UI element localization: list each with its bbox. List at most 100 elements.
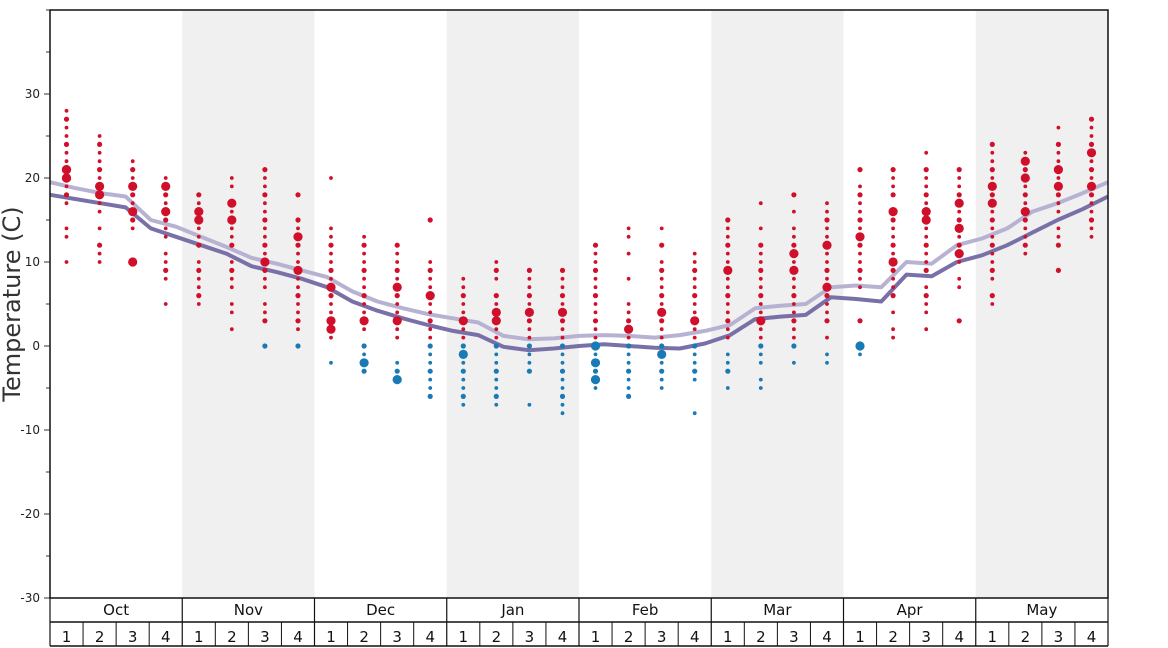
observation-dot [725,327,730,332]
observation-dot [163,302,168,306]
observation-dot [63,116,70,122]
observation-dot [924,201,929,206]
y-axis-title: Temperature (C) [0,206,26,402]
observation-dot [296,302,300,306]
observation-dot [295,217,301,223]
month-label-May: May [1026,601,1057,619]
observation-dot [428,335,433,340]
observation-dot [229,302,234,306]
observation-dot [957,184,962,189]
observation-dot [990,209,995,214]
observation-dot [97,260,102,264]
observation-dot [263,251,267,256]
observation-dot [260,257,270,267]
observation-dot [329,360,333,365]
observation-dot [163,201,168,206]
observation-dot [791,242,797,248]
observation-dot [493,393,499,399]
observation-dot [97,201,102,206]
observation-dot [64,234,69,239]
observation-dot [491,307,501,317]
observation-dot [527,276,532,281]
observation-dot [989,192,995,198]
y-axis: -30 -20 -10 0 10 20 30 [20,9,50,605]
week-label: 1 [988,628,998,646]
week-label: 4 [690,628,700,646]
observation-dot [659,335,664,340]
observation-dot [659,368,665,374]
week-label: 1 [326,628,336,646]
observation-dot [659,386,664,390]
observation-dot [858,226,862,231]
observation-dot [989,267,995,273]
observation-dot [458,316,468,326]
month-label-Dec: Dec [366,601,395,619]
observation-dot [592,318,599,324]
observation-dot [326,324,336,334]
observation-dot [329,276,333,281]
observation-dot [626,360,631,365]
observation-dot [592,242,599,248]
observation-dot [659,343,665,349]
week-label: 1 [194,628,204,646]
observation-dot [560,302,565,306]
observation-dot [458,349,468,359]
month-label-Jan: Jan [500,601,524,619]
observation-dot [428,285,433,290]
observation-dot [758,260,763,264]
observation-dot [461,276,466,281]
observation-dot [1022,242,1028,248]
observation-dot [857,192,863,198]
observation-dot [460,343,466,349]
observation-dot [758,293,764,299]
observation-dot [61,165,72,175]
observation-dot [957,285,962,290]
observation-dot [891,285,895,290]
observation-dot [97,251,102,256]
observation-dot [891,276,895,281]
observation-dot [891,335,895,340]
week-label: 1 [459,628,469,646]
observation-dot [758,377,763,382]
observation-dot [792,327,796,332]
observation-dot [128,257,138,267]
observation-dot [593,327,598,332]
observation-dot [359,358,369,368]
observation-dot [758,386,763,390]
observation-dot [560,276,565,281]
observation-dot [196,260,201,264]
observation-dot [263,226,267,231]
observation-dot [590,341,601,351]
observation-dot [460,393,466,399]
observation-dot [987,198,997,208]
week-label: 1 [62,628,72,646]
observation-dot [626,368,632,374]
week-label: 3 [789,628,799,646]
observation-dot [229,242,235,248]
observation-dot [1056,125,1061,130]
observation-dot [593,251,598,256]
observation-dot [130,217,136,223]
observation-dot [262,167,268,173]
observation-dot [362,352,366,357]
observation-dot [130,167,136,173]
observation-dot [924,251,929,256]
observation-dot [659,318,665,324]
observation-dot [725,242,731,248]
week-label: 4 [822,628,832,646]
observation-dot [725,360,730,365]
observation-dot [725,251,730,256]
observation-dot [792,276,796,281]
observation-dot [891,184,895,189]
observation-dot [891,251,895,256]
week-label: 3 [525,628,535,646]
observation-dot [97,159,102,164]
observation-dot [924,285,929,290]
observation-dot [956,318,962,324]
observation-dot [1089,201,1094,206]
observation-dot [857,318,863,324]
observation-dot [990,159,995,164]
observation-dot [725,335,730,340]
observation-dot [990,260,995,264]
observation-dot [923,167,929,173]
